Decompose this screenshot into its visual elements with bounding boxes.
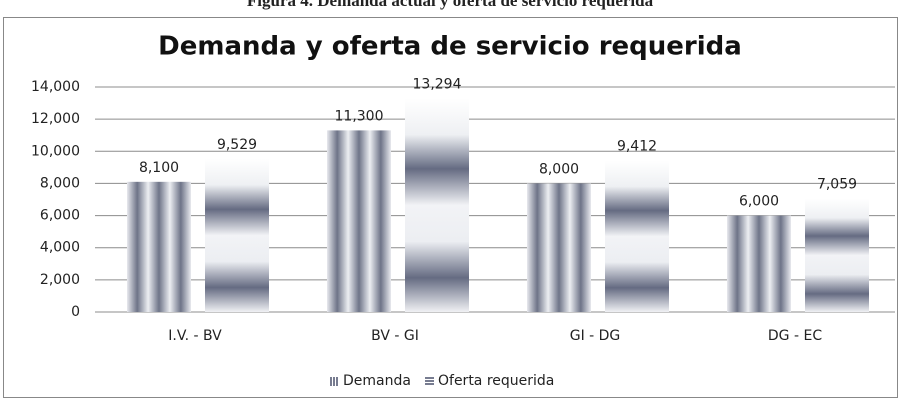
x-tick-label: DG - EC: [768, 328, 822, 344]
legend-swatch: [425, 383, 434, 385]
bar: [405, 98, 469, 312]
bar: [605, 160, 669, 312]
bar: [527, 183, 591, 312]
bar: [127, 181, 191, 312]
y-tick-label: 14,000: [31, 79, 80, 95]
x-tick-label: I.V. - BV: [168, 328, 222, 344]
value-label: 8,100: [139, 160, 179, 176]
y-tick-label: 6,000: [40, 208, 80, 224]
y-tick-label: 2,000: [40, 272, 80, 288]
value-label: 6,000: [739, 194, 779, 210]
bar: [327, 130, 391, 312]
value-label: 13,294: [413, 76, 462, 92]
x-tick-label: BV - GI: [371, 328, 419, 344]
y-tick-label: 12,000: [31, 111, 80, 127]
legend-swatch: [333, 377, 335, 386]
value-label: 7,059: [817, 177, 857, 193]
value-label: 11,300: [335, 108, 384, 124]
y-tick-label: 0: [71, 304, 80, 320]
bar: [727, 215, 791, 312]
legend-label: Oferta requerida: [438, 373, 554, 389]
value-label: 9,412: [617, 139, 657, 155]
value-label: 8,000: [539, 161, 579, 177]
legend-label: Demanda: [343, 373, 411, 389]
legend-swatch: [336, 377, 338, 386]
bar: [805, 198, 869, 312]
chart-title: Demanda y oferta de servicio requerida: [158, 32, 742, 62]
legend-swatch: [425, 377, 434, 379]
legend-swatch: [330, 377, 332, 386]
y-tick-label: 8,000: [40, 175, 80, 191]
y-tick-label: 4,000: [40, 240, 80, 256]
value-label: 9,529: [217, 137, 257, 153]
figure-caption: Figura 4. Demanda actual y oferta de ser…: [247, 0, 654, 10]
legend-swatch: [425, 380, 434, 382]
y-tick-label: 10,000: [31, 143, 80, 159]
x-tick-label: GI - DG: [570, 328, 621, 344]
bar: [205, 158, 269, 312]
